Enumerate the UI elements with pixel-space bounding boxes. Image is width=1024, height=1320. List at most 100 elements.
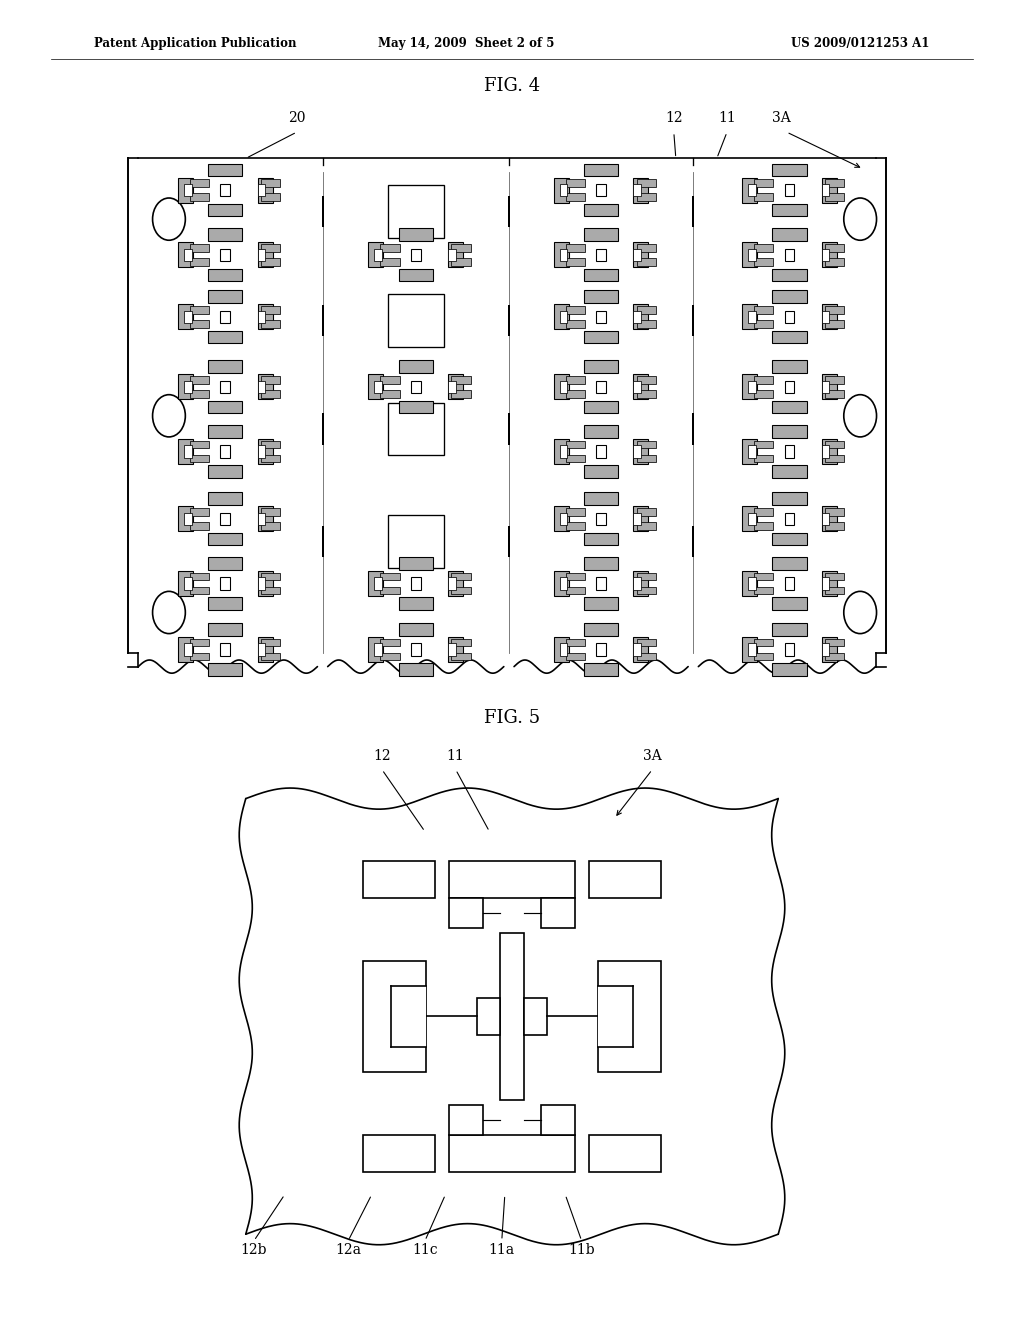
Bar: [825, 652, 845, 660]
Bar: [208, 205, 243, 216]
Bar: [261, 306, 281, 314]
Bar: [411, 577, 421, 590]
Bar: [220, 577, 230, 590]
Bar: [825, 573, 845, 581]
Bar: [584, 465, 618, 478]
Bar: [261, 454, 281, 462]
Bar: [754, 193, 773, 201]
Bar: [772, 557, 807, 570]
Bar: [189, 441, 209, 449]
Bar: [821, 507, 837, 531]
Bar: [637, 257, 656, 265]
Bar: [825, 319, 845, 327]
Bar: [208, 425, 243, 438]
Bar: [258, 643, 265, 656]
Bar: [633, 512, 641, 525]
Bar: [754, 306, 773, 314]
Bar: [178, 243, 193, 267]
Bar: [637, 319, 656, 327]
Bar: [821, 183, 829, 197]
Bar: [821, 375, 837, 399]
Bar: [633, 183, 641, 197]
Bar: [754, 573, 773, 581]
Bar: [633, 248, 641, 261]
Bar: [754, 586, 773, 594]
Bar: [749, 512, 756, 525]
Bar: [220, 445, 230, 458]
Bar: [554, 178, 569, 202]
Bar: [449, 248, 456, 261]
Bar: [524, 998, 547, 1035]
Bar: [258, 248, 265, 261]
Bar: [387, 515, 444, 568]
Bar: [398, 623, 433, 636]
Bar: [178, 375, 193, 399]
Bar: [598, 986, 633, 1047]
Text: FIG. 5: FIG. 5: [484, 709, 540, 727]
Bar: [584, 623, 618, 636]
Bar: [584, 330, 618, 343]
Bar: [784, 577, 795, 590]
Bar: [220, 643, 230, 656]
Text: 11b: 11b: [568, 1242, 595, 1257]
Bar: [411, 248, 421, 261]
Bar: [184, 183, 191, 197]
Bar: [258, 445, 265, 458]
Bar: [772, 360, 807, 374]
Bar: [380, 652, 399, 660]
Bar: [825, 193, 845, 201]
Bar: [637, 652, 656, 660]
Bar: [825, 521, 845, 529]
Bar: [565, 508, 585, 516]
Bar: [261, 639, 281, 647]
Bar: [637, 639, 656, 647]
Bar: [742, 572, 758, 595]
Bar: [584, 597, 618, 610]
Bar: [554, 572, 569, 595]
Bar: [220, 512, 230, 525]
Bar: [565, 652, 585, 660]
Bar: [633, 178, 648, 202]
Bar: [398, 228, 433, 242]
Bar: [637, 193, 656, 201]
Bar: [258, 178, 272, 202]
Bar: [637, 521, 656, 529]
Bar: [261, 180, 281, 187]
Bar: [452, 573, 471, 581]
Bar: [821, 638, 837, 661]
Bar: [596, 310, 606, 323]
Bar: [541, 1105, 575, 1135]
Bar: [821, 248, 829, 261]
Bar: [452, 639, 471, 647]
Bar: [637, 441, 656, 449]
Bar: [565, 376, 585, 384]
Bar: [584, 663, 618, 676]
Bar: [565, 521, 585, 529]
Bar: [189, 573, 209, 581]
Bar: [452, 244, 471, 252]
Bar: [590, 1135, 662, 1172]
Bar: [208, 465, 243, 478]
Bar: [184, 445, 191, 458]
Bar: [749, 643, 756, 656]
Bar: [821, 577, 829, 590]
Text: 11: 11: [446, 748, 465, 763]
Bar: [754, 376, 773, 384]
Bar: [208, 532, 243, 545]
Bar: [375, 248, 382, 261]
Bar: [772, 164, 807, 177]
Bar: [584, 205, 618, 216]
Bar: [754, 180, 773, 187]
Text: 12a: 12a: [335, 1242, 361, 1257]
Text: 3A: 3A: [772, 111, 791, 125]
Bar: [554, 243, 569, 267]
Text: 12: 12: [665, 111, 683, 125]
Text: US 2009/0121253 A1: US 2009/0121253 A1: [792, 37, 930, 50]
Text: 20: 20: [288, 111, 306, 125]
Bar: [258, 512, 265, 525]
Bar: [772, 330, 807, 343]
Bar: [261, 521, 281, 529]
Bar: [208, 557, 243, 570]
Bar: [784, 512, 795, 525]
Text: 11c: 11c: [412, 1242, 438, 1257]
